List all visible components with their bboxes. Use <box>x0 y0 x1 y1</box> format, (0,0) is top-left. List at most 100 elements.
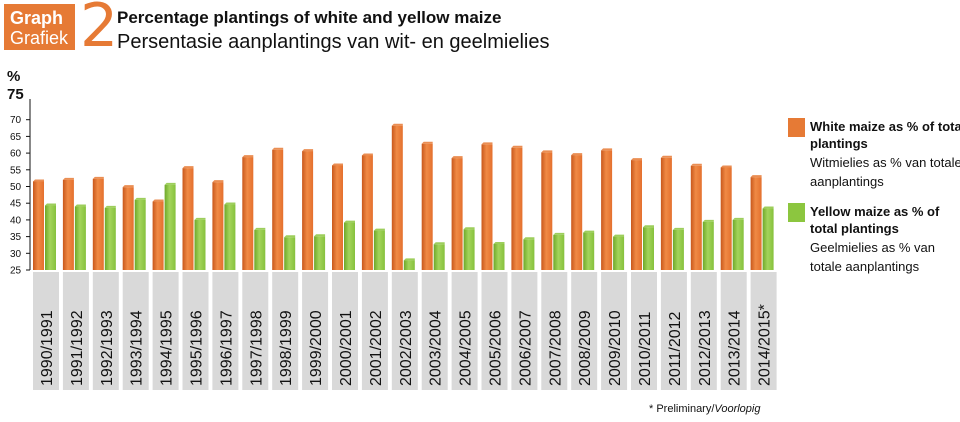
bar-cap-yellow <box>164 182 176 185</box>
bar-cap-white <box>302 149 314 152</box>
bar-cap-white <box>332 163 343 166</box>
bar-cap-white <box>481 142 493 145</box>
bar-cap-white <box>391 123 403 126</box>
bar-cap-yellow <box>672 227 684 230</box>
bar-white <box>33 181 44 270</box>
bar-white <box>481 144 493 270</box>
footnote: * Preliminary/Voorlopig <box>649 403 760 415</box>
bar-yellow <box>104 207 116 270</box>
bar-cap-white <box>571 153 583 156</box>
x-tick-label: 2009/2010 <box>607 310 624 386</box>
bar-white <box>571 155 583 270</box>
bar-yellow <box>314 236 326 270</box>
x-tick-label: 2000/2001 <box>338 310 355 386</box>
footnote-af: Voorlopig <box>714 403 761 415</box>
x-tick-label: 1996/1997 <box>218 310 235 386</box>
bar-cap-white <box>361 153 373 156</box>
bar-cap-white <box>152 199 164 202</box>
legend-swatch-yellow <box>788 203 805 222</box>
legend-label-white-af: Witmielies as % van totale aanplantings <box>810 155 960 189</box>
bar-white <box>541 152 553 270</box>
bar-cap-yellow <box>403 258 415 261</box>
x-label-background <box>62 272 89 390</box>
y-axis-unit: % <box>7 68 21 85</box>
bar-cap-yellow <box>194 217 206 220</box>
legend-label-white-en: White maize as % of total plantings <box>810 119 960 151</box>
bar-yellow <box>433 244 445 270</box>
chart-title: Percentage plantings of white and yellow… <box>117 8 502 27</box>
x-tick-label: 2010/2011 <box>637 311 654 386</box>
x-tick-label: 1997/1998 <box>248 310 265 386</box>
bar-cap-yellow <box>732 217 744 220</box>
y-tick-label: 50 <box>10 182 22 193</box>
chart-subtitle: Persentasie aanplantings van wit- en gee… <box>117 31 550 53</box>
bar-cap-yellow <box>344 220 355 223</box>
bar-cap-white <box>451 156 463 159</box>
x-label-background <box>750 272 777 390</box>
bar-cap-white <box>272 147 284 150</box>
bar-yellow <box>613 236 625 270</box>
bar-cap-yellow <box>314 234 326 237</box>
bar-yellow <box>583 232 595 270</box>
legend-swatch-white <box>788 118 805 137</box>
x-tick-label: 1998/1999 <box>278 310 295 386</box>
bar-cap-white <box>601 148 613 151</box>
bar-cap-white <box>122 185 134 188</box>
bar-white <box>660 157 672 270</box>
y-tick-label: 65 <box>10 132 22 143</box>
bar-cap-yellow <box>74 204 86 207</box>
bar-white <box>332 165 343 270</box>
bar-yellow <box>672 229 684 270</box>
bar-white <box>302 151 314 270</box>
bar-cap-white <box>33 179 44 182</box>
y-tick-label: 30 <box>10 249 22 260</box>
bar-yellow <box>45 205 56 270</box>
bar-cap-yellow <box>553 232 565 235</box>
x-tick-label: 2003/2004 <box>428 310 445 386</box>
bar-cap-yellow <box>762 206 774 209</box>
bar-yellow <box>403 260 415 270</box>
bar-cap-yellow <box>702 219 714 222</box>
bar-cap-yellow <box>613 234 625 237</box>
legend-label-yellow-en: Yellow maize as % of total plantings <box>810 204 940 236</box>
bar-white <box>242 157 254 270</box>
y-tick-label: 55 <box>10 165 22 176</box>
y-axis-max-label: 75 <box>7 86 24 103</box>
bar-yellow <box>74 206 86 270</box>
x-label-background <box>571 272 598 390</box>
bar-cap-white <box>182 166 194 169</box>
y-tick-label: 45 <box>10 199 22 210</box>
bar-yellow <box>523 239 535 270</box>
bar-yellow <box>224 204 236 270</box>
x-label-background <box>33 272 59 390</box>
y-tick-label: 60 <box>10 149 22 160</box>
bar-white <box>212 182 224 270</box>
x-label-background <box>631 272 657 390</box>
bar-cap-white <box>750 175 762 178</box>
bar-white <box>511 147 523 270</box>
bar-cap-yellow <box>224 202 236 205</box>
graph-badge: Graph Grafiek <box>4 4 75 50</box>
x-tick-label: 1990/1991 <box>39 310 56 386</box>
bar-white <box>272 149 284 270</box>
x-label-background <box>122 272 149 390</box>
x-label-background <box>511 272 538 390</box>
bar-yellow <box>134 199 146 270</box>
x-label-background <box>451 272 478 390</box>
badge-label-af: Grafiek <box>10 28 69 48</box>
x-label-background <box>302 272 329 390</box>
bar-cap-white <box>92 176 104 179</box>
bar-white <box>122 187 134 270</box>
bar-cap-yellow <box>523 237 535 240</box>
bar-white <box>182 168 194 270</box>
bar-cap-white <box>242 155 254 158</box>
bar-yellow <box>463 229 475 270</box>
x-tick-label: 1992/1993 <box>99 310 116 386</box>
bar-yellow <box>254 229 266 270</box>
bar-yellow <box>284 237 296 270</box>
bar-white <box>92 178 104 270</box>
bar-yellow <box>493 243 505 270</box>
x-label-background <box>541 272 568 390</box>
x-tick-label: 2006/2007 <box>517 310 534 386</box>
bar-yellow <box>373 230 385 270</box>
